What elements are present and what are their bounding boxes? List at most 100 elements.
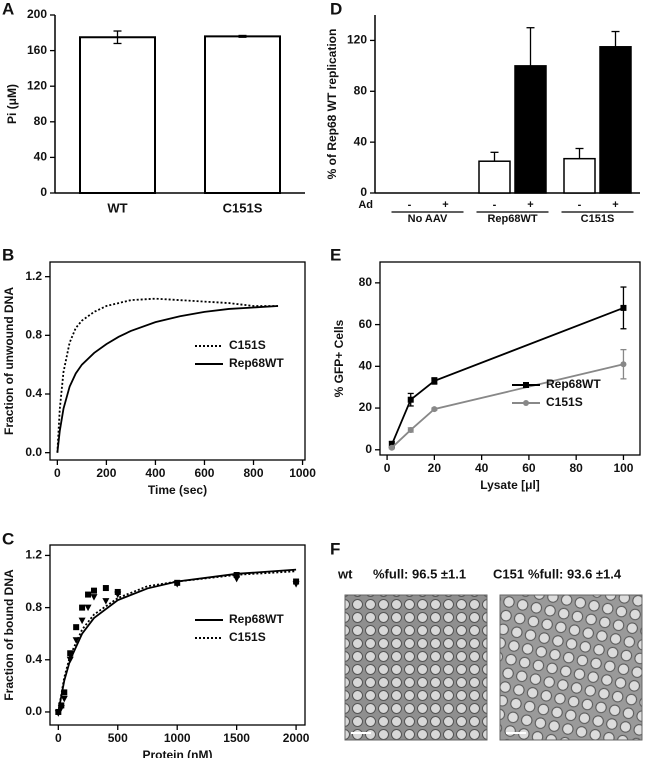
- legend-label: C151S: [229, 338, 266, 352]
- micrograph: [344, 594, 488, 741]
- series-label: -: [493, 199, 497, 211]
- series-line: [390, 307, 624, 445]
- data-point: [173, 581, 181, 588]
- data-point: [102, 585, 109, 592]
- x-tick-label: 20: [428, 461, 442, 475]
- x-tick-label: 100: [613, 461, 633, 475]
- bar: [599, 46, 632, 194]
- row-label: Ad: [358, 199, 373, 211]
- legend-label: Rep68WT: [229, 356, 284, 370]
- data-point: [620, 361, 627, 368]
- data-point: [431, 377, 438, 384]
- data-point: [72, 637, 80, 644]
- micrograph: [499, 594, 643, 741]
- group-label: Rep68WT: [487, 213, 537, 225]
- x-tick-label: WT: [107, 200, 127, 215]
- y-tick-label: 40: [34, 150, 48, 164]
- y-tick-label: 1.2: [25, 269, 42, 283]
- y-axis-label: Pi (μM): [5, 84, 19, 124]
- data-point: [54, 710, 62, 717]
- y-tick-label: 0.0: [25, 445, 42, 459]
- bar: [514, 65, 547, 194]
- panel-letter: E: [330, 245, 341, 264]
- y-tick-label: 40: [359, 358, 373, 372]
- y-tick-label: 0.8: [25, 328, 42, 342]
- y-tick-label: 120: [347, 33, 367, 47]
- data-point: [90, 594, 98, 601]
- data-point: [620, 304, 627, 311]
- x-tick-label: 200: [96, 466, 116, 480]
- series-label: -: [408, 199, 412, 211]
- y-tick-label: 0.4: [25, 386, 42, 400]
- y-tick-label: 0: [40, 185, 47, 199]
- data-point: [407, 426, 414, 433]
- fit-line: [57, 568, 297, 713]
- plot-frame: [379, 261, 641, 456]
- data-point: [233, 575, 241, 583]
- data-point: [114, 591, 122, 599]
- data-point: [78, 617, 86, 625]
- data-point: [79, 604, 86, 611]
- data-point: [292, 581, 300, 588]
- y-tick-label: 0: [360, 185, 367, 199]
- series-line: [56, 305, 279, 453]
- y-axis-label: % GFP+ Cells: [332, 319, 346, 397]
- legend-label: Rep68WT: [546, 377, 601, 391]
- y-tick-label: 20: [359, 400, 373, 414]
- x-tick-label: 800: [243, 466, 263, 480]
- y-tick-label: 0.0: [25, 704, 42, 718]
- legend-label: Rep68WT: [229, 612, 284, 626]
- legend-marker: [523, 400, 529, 406]
- data-point: [90, 587, 97, 594]
- y-tick-label: 160: [27, 43, 47, 57]
- y-tick-label: 80: [359, 275, 373, 289]
- x-tick-label: 1000: [289, 466, 316, 480]
- legend-marker: [523, 382, 529, 388]
- data-point: [67, 650, 74, 657]
- y-tick-label: 0.8: [25, 600, 42, 614]
- series-label: +: [442, 199, 448, 211]
- y-axis-label: % of Rep68 WT replication: [325, 29, 339, 180]
- y-tick-label: 0: [365, 442, 372, 456]
- image-caption: %full: 93.6 ±1.4: [528, 566, 622, 581]
- x-tick-label: 500: [108, 731, 128, 745]
- bar: [79, 36, 156, 194]
- y-tick-label: 0.4: [25, 652, 42, 666]
- panel-letter: C: [2, 529, 14, 548]
- panel-letter: F: [330, 539, 340, 558]
- series-label: -: [578, 199, 582, 211]
- y-tick-label: 60: [359, 317, 373, 331]
- x-tick-label: 80: [570, 461, 584, 475]
- y-tick-label: 120: [27, 78, 47, 92]
- y-tick-label: 200: [27, 7, 47, 21]
- series-label: +: [612, 199, 618, 211]
- bar: [563, 157, 596, 194]
- data-point: [388, 444, 395, 451]
- plot-frame: [49, 261, 306, 461]
- x-tick-label: 0: [55, 731, 62, 745]
- x-tick-label: 1500: [223, 731, 250, 745]
- legend-label: C151S: [229, 630, 266, 644]
- data-point: [431, 406, 438, 413]
- x-axis-label: Lysate [μl]: [480, 478, 540, 492]
- y-tick-label: 80: [34, 114, 48, 128]
- series-line: [56, 297, 279, 453]
- x-tick-label: 2000: [283, 731, 310, 745]
- bar: [478, 160, 511, 194]
- x-tick-label: 40: [475, 461, 489, 475]
- x-tick-label: 1000: [164, 731, 191, 745]
- group-label: C151S: [581, 213, 615, 225]
- data-point: [407, 396, 414, 403]
- y-tick-label: 1.2: [25, 548, 42, 562]
- group-label: No AAV: [408, 213, 448, 225]
- x-tick-label: 400: [145, 466, 165, 480]
- y-axis-label: Fraction of bound DNA: [2, 569, 16, 701]
- x-tick-label: C151S: [223, 200, 263, 215]
- x-tick-label: 60: [522, 461, 536, 475]
- data-point: [61, 689, 68, 696]
- data-point: [73, 624, 80, 631]
- panel-letter: B: [2, 245, 14, 264]
- y-tick-label: 80: [354, 83, 368, 97]
- y-tick-label: 40: [354, 134, 368, 148]
